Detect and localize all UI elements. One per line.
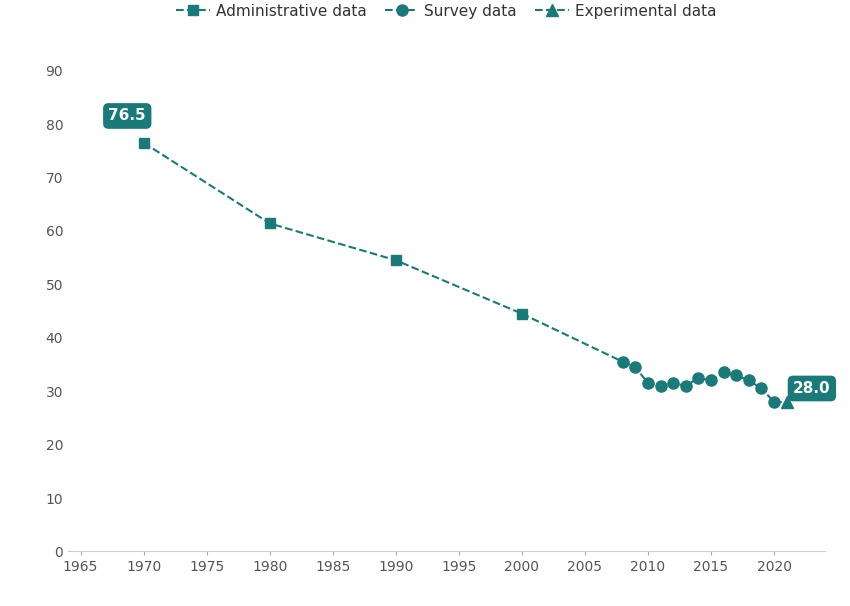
Text: 76.5: 76.5 (109, 108, 146, 124)
Text: 28.0: 28.0 (793, 381, 830, 396)
Legend: Administrative data, Survey data, Experimental data: Administrative data, Survey data, Experi… (170, 0, 722, 25)
